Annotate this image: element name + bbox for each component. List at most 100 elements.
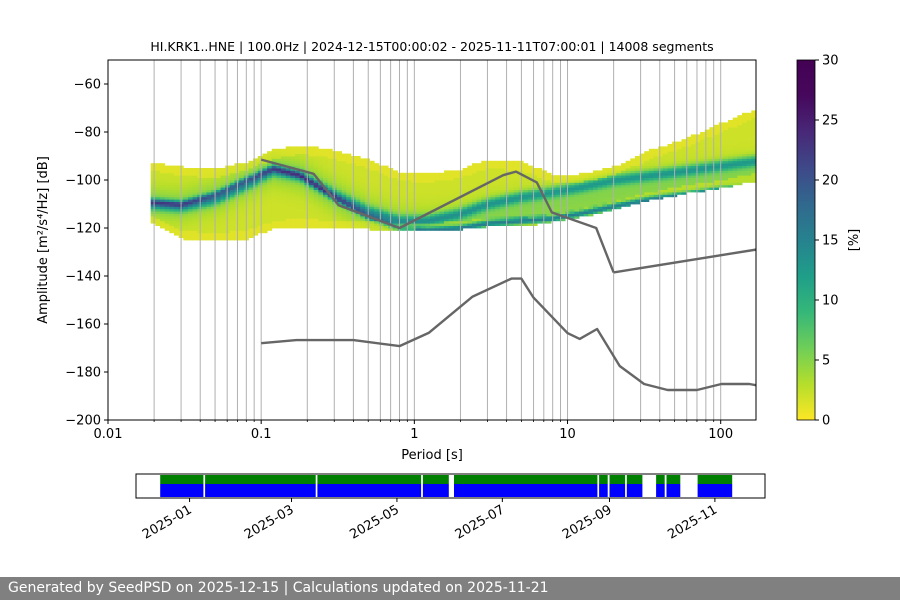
heatmap-cell: [313, 151, 319, 154]
heatmap-cell: [299, 165, 305, 169]
heatmap-cell: [271, 213, 277, 217]
heatmap-cell: [355, 199, 361, 202]
heatmap-cell: [430, 182, 436, 186]
heatmap-cell: [625, 187, 631, 190]
heatmap-cell: [267, 182, 273, 186]
heatmap-cell: [225, 194, 231, 198]
heatmap-cell: [169, 220, 175, 224]
heatmap-cell: [295, 201, 301, 205]
heatmap-cell: [360, 158, 366, 162]
heatmap-cell: [164, 228, 170, 231]
heatmap-cell: [690, 163, 696, 166]
heatmap-cell: [709, 184, 715, 188]
heatmap-cell: [504, 218, 510, 222]
heatmap-cell: [369, 211, 375, 214]
heatmap-cell: [271, 201, 277, 205]
heatmap-cell: [169, 201, 175, 205]
heatmap-cell: [732, 146, 738, 150]
heatmap-cell: [309, 218, 315, 222]
heatmap-cell: [481, 208, 487, 212]
heatmap-cell: [336, 160, 342, 164]
heatmap-cell: [383, 216, 389, 219]
heatmap-cell: [723, 144, 729, 147]
heatmap-cell: [425, 172, 431, 176]
heatmap-cell: [658, 151, 664, 154]
heatmap-cell: [160, 172, 166, 176]
heatmap-cell: [364, 211, 370, 214]
heatmap-cell: [341, 192, 347, 195]
heatmap-cell: [686, 153, 692, 157]
heatmap-cell: [597, 208, 603, 212]
heatmap-cell: [220, 199, 226, 202]
heatmap-cell: [676, 141, 682, 145]
heatmap-cell: [495, 204, 501, 207]
heatmap-cell: [239, 204, 245, 207]
y-tick-label: −100: [65, 174, 101, 189]
heatmap-cell: [281, 156, 287, 159]
heatmap-cell: [439, 182, 445, 186]
heatmap-cell: [187, 228, 194, 231]
heatmap-cell: [229, 208, 235, 212]
heatmap-cell: [467, 170, 473, 174]
heatmap-cell: [541, 175, 547, 178]
heatmap-cell: [620, 184, 627, 188]
heatmap-cell: [625, 160, 631, 164]
heatmap-cell: [374, 220, 380, 224]
heatmap-cell: [658, 168, 664, 171]
heatmap-cell: [155, 172, 161, 176]
heatmap-cell: [173, 172, 180, 176]
heatmap-cell: [355, 220, 361, 224]
heatmap-cell: [225, 168, 231, 171]
heatmap-cell: [462, 216, 468, 219]
heatmap-cell: [164, 223, 170, 226]
heatmap-cell: [253, 201, 259, 205]
heatmap-cell: [471, 225, 478, 229]
heatmap-cell: [462, 206, 468, 210]
heatmap-cell: [201, 172, 207, 176]
heatmap-cell: [700, 184, 706, 188]
heatmap-cell: [751, 175, 756, 178]
heatmap-cell: [187, 213, 194, 217]
heatmap-cell: [290, 208, 296, 212]
heatmap-cell: [229, 194, 235, 198]
heatmap-cell: [336, 182, 342, 186]
heatmap-cell: [183, 201, 189, 205]
heatmap-cell: [155, 204, 161, 207]
heatmap-cell: [700, 156, 706, 159]
heatmap-cell: [295, 206, 301, 210]
heatmap-cell: [695, 175, 701, 178]
heatmap-cell: [504, 189, 510, 193]
heatmap-cell: [709, 139, 715, 142]
heatmap-cell: [402, 213, 408, 217]
heatmap-cell: [420, 194, 426, 198]
heatmap-cell: [597, 170, 603, 174]
heatmap-cell: [537, 182, 543, 186]
heatmap-cell: [402, 206, 408, 210]
heatmap-cell: [509, 182, 515, 186]
heatmap-cell: [360, 163, 366, 166]
heatmap-cell: [364, 225, 370, 229]
heatmap-cell: [276, 160, 282, 164]
heatmap-cell: [271, 199, 277, 202]
heatmap-cell: [215, 180, 221, 183]
heatmap-cell: [378, 170, 384, 174]
heatmap-cell: [262, 204, 268, 207]
heatmap-cell: [402, 180, 408, 183]
heatmap-cell: [560, 189, 566, 193]
heatmap-cell: [714, 163, 720, 166]
heatmap-cell: [285, 213, 291, 217]
heatmap-cell: [569, 182, 575, 186]
heatmap-cell: [732, 122, 738, 126]
heatmap-cell: [453, 172, 459, 176]
heatmap-cell: [630, 194, 636, 198]
heatmap-cell: [504, 170, 510, 174]
heatmap-cell: [644, 158, 650, 162]
heatmap-cell: [309, 151, 315, 154]
heatmap-cell: [262, 165, 268, 169]
heatmap-cell: [504, 165, 510, 169]
heatmap-cell: [714, 182, 720, 186]
heatmap-cell: [383, 213, 389, 217]
heatmap-cell: [160, 208, 166, 212]
heatmap-cell: [313, 184, 319, 188]
heatmap-cell: [374, 182, 380, 186]
